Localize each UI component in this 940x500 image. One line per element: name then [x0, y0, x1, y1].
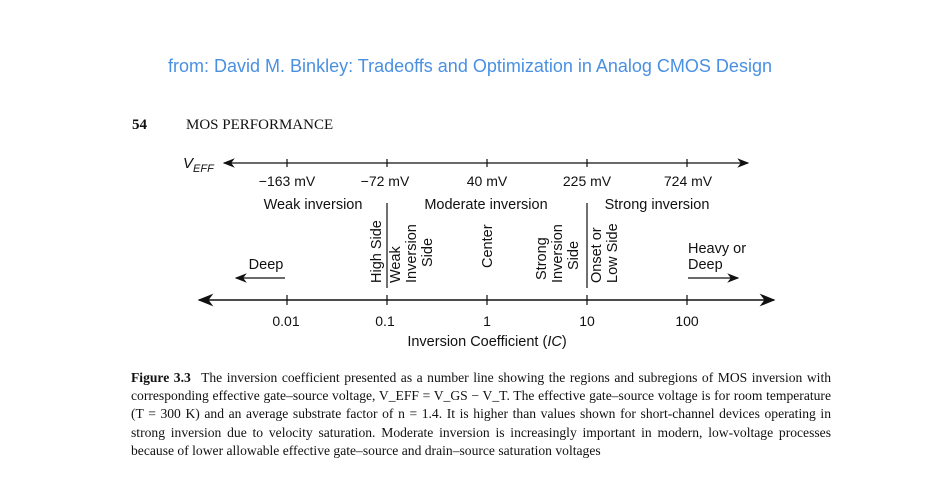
ic-axis-title: Inversion Coefficient (IC) — [407, 334, 566, 350]
veff-tick-label: −163 mV — [259, 173, 316, 189]
page-number: 54 — [132, 117, 147, 133]
subregion-center: Center — [480, 224, 496, 268]
subregion-weak: Weak — [388, 245, 404, 283]
ic-tick-label: 0.1 — [375, 313, 395, 329]
subregion-side: Side — [566, 241, 582, 270]
figure-caption: Figure 3.3 The inversion coefficient pre… — [131, 369, 831, 460]
veff-tick-label: −72 mV — [361, 173, 410, 189]
region-strong-inversion: Strong inversion — [605, 197, 710, 213]
subregion-low-side: Low Side — [605, 223, 621, 283]
veff-tick-label: 724 mV — [664, 173, 713, 189]
veff-tick-label: 40 mV — [467, 173, 508, 189]
subregion-strong: Strong — [534, 237, 550, 280]
subregion-heavy-or: Heavy or — [688, 241, 746, 257]
subregion-deep-right: Deep — [688, 257, 723, 273]
caption-text: The inversion coefficient presented as a… — [131, 370, 832, 458]
source-credit: from: David M. Binkley: Tradeoffs and Op… — [168, 56, 772, 76]
ic-ticks — [286, 295, 688, 305]
subregion-side: Side — [420, 238, 436, 267]
subregion-onset-or: Onset or — [589, 227, 605, 283]
subregion-inversion: Inversion — [404, 224, 420, 283]
figure-label: Figure 3.3 — [131, 370, 191, 385]
region-weak-inversion: Weak inversion — [264, 197, 363, 213]
inversion-number-line-diagram: VEFF −163 mV −72 mV 40 mV 225 mV 724 mV … — [183, 155, 776, 350]
subregion-deep: Deep — [249, 257, 284, 273]
veff-tick-label: 225 mV — [563, 173, 612, 189]
veff-axis-label: VEFF — [183, 155, 215, 175]
ic-tick-label: 10 — [579, 313, 595, 329]
subregion-inversion: Inversion — [550, 224, 566, 283]
running-head: MOS PERFORMANCE — [186, 117, 334, 133]
region-moderate-inversion: Moderate inversion — [424, 197, 547, 213]
ic-tick-label: 1 — [483, 313, 491, 329]
subregion-high-side: High Side — [369, 220, 385, 283]
ic-tick-label: 0.01 — [272, 313, 299, 329]
veff-ticks — [286, 159, 688, 167]
ic-tick-label: 100 — [675, 313, 699, 329]
